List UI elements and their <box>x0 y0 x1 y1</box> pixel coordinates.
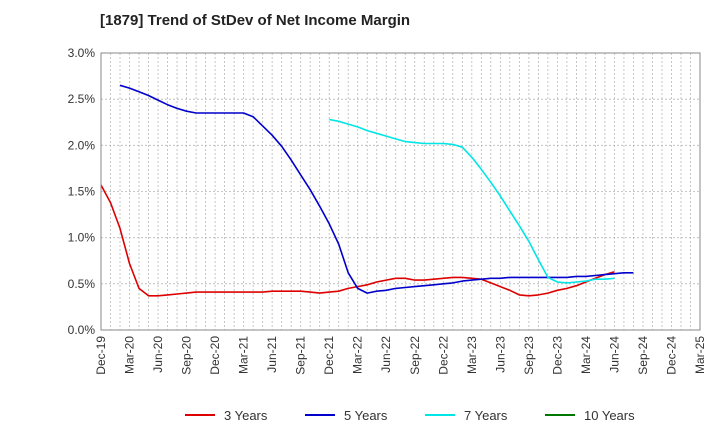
x-tick-label: Jun-24 <box>607 336 621 373</box>
x-tick-label: Dec-19 <box>94 336 108 375</box>
legend-label-3: 7 Years <box>464 408 508 423</box>
y-tick-label: 1.5% <box>68 185 96 199</box>
x-tick-label: Sep-23 <box>522 336 536 375</box>
x-tick-label: Sep-24 <box>636 336 650 375</box>
series-layer <box>100 84 634 297</box>
x-tick-label: Jun-22 <box>379 336 393 373</box>
series-line-3 <box>329 118 615 284</box>
plot-area <box>101 53 700 330</box>
y-tick-label: 2.0% <box>68 138 96 152</box>
y-tick-label: 0.0% <box>68 323 96 337</box>
legend-label-1: 3 Years <box>224 408 268 423</box>
plot-frame <box>100 52 701 331</box>
x-tick-label: Dec-21 <box>322 336 336 375</box>
grid-layer <box>100 52 701 331</box>
x-tick-label: Dec-24 <box>664 336 678 375</box>
y-tick-label: 2.5% <box>68 92 96 106</box>
x-tick-label: Dec-20 <box>208 336 222 375</box>
axis-layer: 0.0% 0.5% 1.0% 1.5% 2.0% 2.5% 3.0% Dec-19 Mar-20… <box>68 46 707 375</box>
series-line-1 <box>100 184 615 297</box>
legend-label-2: 5 Years <box>344 408 388 423</box>
x-tick-label: Sep-22 <box>408 336 422 375</box>
x-tick-label: Mar-20 <box>123 336 137 374</box>
y-tick-label: 1.0% <box>68 231 96 245</box>
x-tick-label: Jun-20 <box>151 336 165 373</box>
chart-title: [1879] Trend of StDev of Net Income Marg… <box>100 12 411 29</box>
legend-label-4: 10 Years <box>584 408 635 423</box>
x-tick-label: Mar-25 <box>693 336 707 374</box>
x-tick-label: Sep-21 <box>294 336 308 375</box>
y-tick-label: 0.5% <box>68 277 96 291</box>
x-tick-label: Jun-23 <box>493 336 507 373</box>
x-tick-label: Mar-24 <box>579 336 593 374</box>
x-tick-label: Dec-23 <box>550 336 564 375</box>
legend-layer: 3 Years 5 Years 7 Years 10 Years <box>185 408 635 423</box>
x-tick-label: Dec-22 <box>436 336 450 375</box>
x-tick-label: Mar-23 <box>465 336 479 374</box>
x-tick-label: Mar-22 <box>351 336 365 374</box>
x-tick-label: Sep-20 <box>180 336 194 375</box>
x-tick-label: Mar-21 <box>237 336 251 374</box>
y-tick-label: 3.0% <box>68 46 96 60</box>
x-tick-label: Jun-21 <box>265 336 279 373</box>
